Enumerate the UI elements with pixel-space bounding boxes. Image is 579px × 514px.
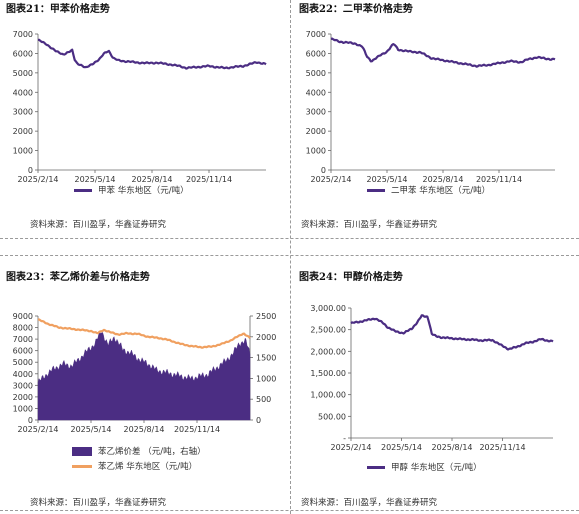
y-tick-label: 1,000.00: [310, 391, 346, 400]
xylene-price-chart: 0 1000 2000 3000 4000 5000 6000 7000 2025/2/14 20…: [306, 30, 556, 184]
series-line: [330, 37, 556, 68]
x-tick-label: 2025/8/14: [431, 443, 472, 452]
y-tick-label: 9000: [13, 312, 33, 321]
y-tick-label: 1000: [13, 147, 33, 156]
legend-swatch-area: [72, 447, 92, 456]
legend-label: 甲苯 华东地区（元/吨）: [98, 186, 189, 196]
legend-item-xylene: 二甲苯 华东地区（元/吨）: [367, 184, 490, 199]
x-tick-label: 2025/8/14: [123, 425, 164, 434]
legend-item-styrene: 苯乙烯 华东地区（元/吨）: [72, 460, 206, 475]
panel-toluene: 图表21：甲苯价格走势 0 1000 2000 3000 4000 5000 6000 700…: [0, 0, 290, 238]
spread-area: [37, 330, 251, 421]
x-tick-label: 2025/11/14: [479, 443, 525, 452]
toluene-price-chart: 0 1000 2000 3000 4000 5000 6000 7000 2025/2/14 20…: [13, 30, 267, 184]
x-tick-label: 2025/5/14: [74, 175, 115, 184]
legend-label: 苯乙烯 华东地区（元/吨）: [98, 462, 198, 472]
source-note: 资料来源：百川盈孚，华鑫证券研究: [301, 220, 438, 230]
row-divider-bottom: [0, 510, 579, 511]
y-tick-label: 0: [28, 166, 33, 175]
x-tick-label: 2025/2/14: [17, 425, 58, 434]
y-tick-label: 3,000.00: [310, 304, 346, 313]
legend-swatch-line: [72, 465, 92, 468]
legend-label: 二甲苯 华东地区（元/吨）: [391, 186, 491, 196]
chart-legend: 甲醇 华东地区（元/吨）: [367, 461, 482, 476]
series-line: [350, 314, 554, 351]
y-tick-label: 5000: [306, 69, 326, 78]
panel-xylene: 图表22：二甲苯价格走势 0 1000 2000 3000 4000 5000 6000 70…: [291, 0, 579, 238]
x-tick-label: 2025/11/14: [186, 175, 232, 184]
series-line: [37, 38, 267, 70]
x-tick-label: 2025/2/14: [330, 443, 371, 452]
legend-item-methanol: 甲醇 华东地区（元/吨）: [367, 461, 482, 476]
x-tick-label: 2025/2/14: [17, 175, 58, 184]
y-tick-label: 5000: [13, 69, 33, 78]
y-tick-label: 3000: [306, 108, 326, 117]
y2-tick-label: 500: [256, 395, 271, 404]
y-tick-label: 0: [28, 416, 33, 425]
legend-swatch-line: [367, 189, 385, 192]
y-tick-label: 0: [321, 166, 326, 175]
y-tick-label: 1000: [13, 404, 33, 413]
chart-legend: 甲苯 华东地区（元/吨）: [74, 184, 189, 199]
legend-item-spread: 苯乙烯价差 （元/吨，右轴）: [72, 445, 206, 460]
y-tick-label: 7000: [306, 30, 326, 39]
source-note: 资料来源：百川盈孚，华鑫证券研究: [30, 220, 167, 230]
y-tick-label: 6000: [13, 347, 33, 356]
y-tick-label: 8000: [13, 324, 33, 333]
column-divider: [290, 0, 291, 514]
y-tick-label: 5000: [13, 358, 33, 367]
y-tick-label: 6000: [13, 49, 33, 58]
legend-swatch-line: [367, 466, 385, 469]
y-tick-label: 1,500.00: [310, 369, 346, 378]
source-note: 资料来源：百川盈孚，华鑫证券研究: [301, 498, 438, 508]
x-tick-label: 2025/8/14: [422, 175, 463, 184]
row-divider-mid: [0, 255, 579, 256]
panel-methanol: 图表24：甲醇价格走势 - 500.00 1,000.00 1,500.00 2,000…: [291, 262, 579, 514]
y2-tick-label: 1000: [256, 374, 276, 383]
x-tick-label: 2025/11/14: [476, 175, 522, 184]
y-tick-label: 2000: [13, 393, 33, 402]
y-tick-label: 2,500.00: [310, 326, 346, 335]
y-tick-label: 7000: [13, 30, 33, 39]
x-tick-label: 2025/5/14: [381, 443, 422, 452]
x-tick-label: 2025/5/14: [70, 425, 111, 434]
legend-swatch-line: [74, 189, 92, 192]
source-note: 资料来源：百川盈孚，华鑫证券研究: [30, 498, 167, 508]
panel-title: 图表24：甲醇价格走势: [299, 272, 403, 283]
y-tick-label: 2000: [13, 127, 33, 136]
chart-legend: 二甲苯 华东地区（元/吨）: [367, 184, 490, 199]
y-tick-label: -: [343, 434, 346, 443]
x-tick-label: 2025/11/14: [174, 425, 220, 434]
y-tick-label: 3000: [13, 381, 33, 390]
legend-label: 苯乙烯价差 （元/吨，右轴）: [98, 447, 206, 457]
methanol-price-chart: - 500.00 1,000.00 1,500.00 2,000.00 2,500.00 3…: [310, 304, 554, 452]
y2-tick-label: 2000: [256, 333, 276, 342]
chart-legend: 苯乙烯价差 （元/吨，右轴） 苯乙烯 华东地区（元/吨）: [72, 445, 206, 475]
y-tick-label: 6000: [306, 49, 326, 58]
x-tick-label: 2025/8/14: [131, 175, 172, 184]
series-line: [38, 318, 251, 349]
panel-title: 图表22：二甲苯价格走势: [299, 4, 413, 15]
y-tick-label: 500.00: [318, 412, 346, 421]
x-tick-label: 2025/2/14: [310, 175, 351, 184]
y-tick-label: 2,000.00: [310, 347, 346, 356]
panel-styrene: 图表23：苯乙烯价差与价格走势 0 1000 2000 3000 4000 5000 600…: [0, 262, 290, 514]
y-tick-label: 4000: [13, 88, 33, 97]
legend-item-toluene: 甲苯 华东地区（元/吨）: [74, 184, 189, 199]
y-tick-label: 2000: [306, 127, 326, 136]
styrene-spread-chart: 0 1000 2000 3000 4000 5000 6000 7000 8000 9000 0 50…: [13, 312, 277, 434]
row-divider-top: [0, 238, 579, 239]
y-tick-label: 3000: [13, 108, 33, 117]
legend-label: 甲醇 华东地区（元/吨）: [391, 463, 482, 473]
y-tick-label: 1000: [306, 147, 326, 156]
y2-tick-label: 0: [256, 416, 261, 425]
y2-tick-label: 1500: [256, 354, 276, 363]
x-tick-label: 2025/5/14: [366, 175, 407, 184]
y-tick-label: 4000: [306, 88, 326, 97]
panel-title: 图表21：甲苯价格走势: [6, 4, 110, 15]
y2-tick-label: 2500: [256, 312, 276, 321]
panel-title: 图表23：苯乙烯价差与价格走势: [6, 272, 150, 283]
y-tick-label: 7000: [13, 335, 33, 344]
y-tick-label: 4000: [13, 370, 33, 379]
